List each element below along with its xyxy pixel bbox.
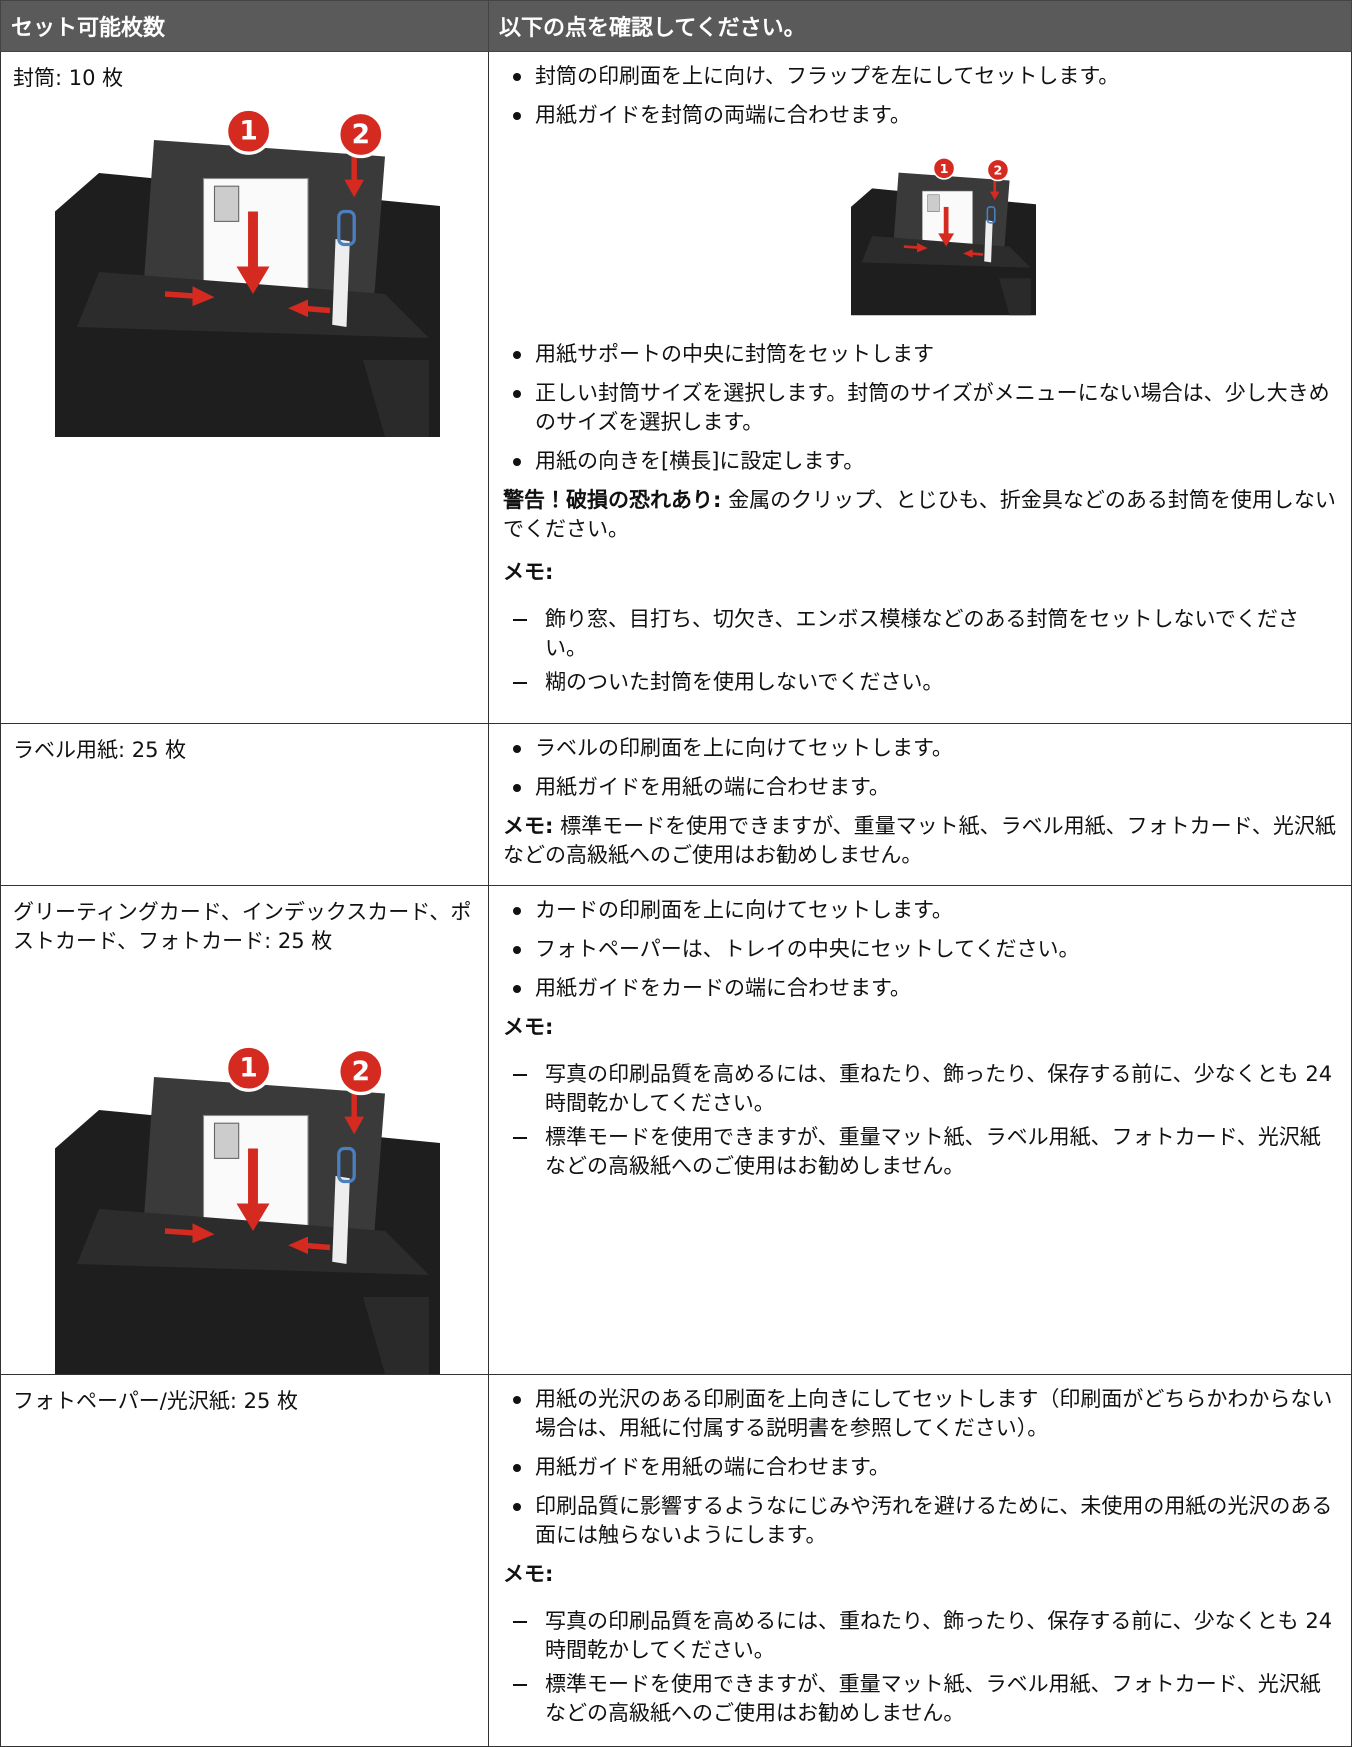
note-label: メモ:: [503, 1015, 554, 1039]
callout: 1: [239, 1053, 257, 1084]
note-label: メモ:: [503, 560, 554, 584]
cell: ラベル用紙: 25 枚: [0, 723, 489, 886]
note: メモ: 標準モードを使用できますが、重量マット紙、ラベル用紙、フォトカード、光沢…: [503, 812, 1337, 870]
bullet: カードの印刷面を上に向けてセットします。: [503, 896, 1337, 925]
callout: 1: [239, 116, 257, 147]
bullet: 用紙の光沢のある印刷面を上向きにしてセットします（印刷面がどちらかわからない場合…: [503, 1385, 1337, 1443]
note-item: 写真の印刷品質を高めるには、重ねたり、飾ったり、保存する前に、少なくとも 24 …: [503, 1060, 1337, 1118]
bullet: 用紙サポートの中央に封筒をセットします: [503, 340, 1337, 369]
callout: 2: [994, 162, 1003, 177]
note-item: 標準モードを使用できますが、重量マット紙、ラベル用紙、フォトカード、光沢紙などの…: [503, 1123, 1337, 1181]
bullet: 封筒の印刷面を上に向け、フラップを左にしてセットします。: [503, 62, 1337, 91]
cell: フォトペーパー/光沢紙: 25 枚: [0, 1374, 489, 1747]
label: グリーティングカード、インデックスカード、ポストカード、フォトカード: 25 枚: [13, 900, 472, 953]
row: グリーティングカード、インデックスカード、ポストカード、フォトカード: 25 枚…: [0, 885, 1352, 1375]
bullet: 用紙ガイドを用紙の端に合わせます。: [503, 773, 1337, 802]
bullet: ラベルの印刷面を上に向けてセットします。: [503, 734, 1337, 763]
cell: ラベルの印刷面を上に向けてセットします。 用紙ガイドを用紙の端に合わせます。 メ…: [488, 723, 1352, 886]
cell: 用紙の光沢のある印刷面を上向きにしてセットします（印刷面がどちらかわからない場合…: [488, 1374, 1352, 1747]
bullet: 用紙ガイドを封筒の両端に合わせます。: [503, 101, 1337, 130]
note-text: 標準モードを使用できますが、重量マット紙、ラベル用紙、フォトカード、光沢紙などの…: [503, 814, 1336, 867]
note-item: 標準モードを使用できますが、重量マット紙、ラベル用紙、フォトカード、光沢紙などの…: [503, 1670, 1337, 1728]
header-cell: セット可能枚数: [0, 0, 489, 52]
note-item: 飾り窓、目打ち、切欠き、エンボス模様などのある封筒をセットしないでください。: [503, 605, 1337, 663]
note-label: メモ:: [503, 814, 554, 838]
label: フォトペーパー/光沢紙: 25 枚: [13, 1389, 299, 1413]
warning: 警告！破損の恐れあり: 金属のクリップ、とじひも、折金具などのある封筒を使用しな…: [503, 486, 1337, 544]
figure: 1 2: [55, 1044, 440, 1374]
bullet: 用紙ガイドをカードの端に合わせます。: [503, 974, 1337, 1003]
bullet: フォトペーパーは、トレイの中央にセットしてください。: [503, 935, 1337, 964]
callout: 2: [352, 119, 370, 150]
bullet: 用紙の向きを[横長]に設定します。: [503, 447, 1337, 476]
cell: 封筒: 10 枚 1 2: [0, 51, 489, 724]
callout: 2: [352, 1056, 370, 1087]
warning-label: 警告！破損の恐れあり:: [503, 488, 722, 512]
label: ラベル用紙: 25 枚: [13, 738, 187, 762]
label: 封筒: 10 枚: [13, 66, 124, 90]
bullet: 正しい封筒サイズを選択します。封筒のサイズがメニューにない場合は、少し大きめのサ…: [503, 379, 1337, 437]
row: 封筒: 10 枚 1 2 封筒の印刷面を上に向け、フラップを左にしてセットします…: [0, 51, 1352, 724]
warning-text: 金属のクリップ、とじひも、折金具などのある封筒を使用しないでください。: [503, 488, 1336, 541]
row: フォトペーパー/光沢紙: 25 枚 用紙の光沢のある印刷面を上向きにしてセットし…: [0, 1374, 1352, 1747]
row: ラベル用紙: 25 枚 ラベルの印刷面を上に向けてセットします。 用紙ガイドを用…: [0, 723, 1352, 886]
header-row: セット可能枚数 以下の点を確認してください。: [0, 0, 1352, 52]
bullet: 用紙ガイドを用紙の端に合わせます。: [503, 1453, 1337, 1482]
cell: 封筒の印刷面を上に向け、フラップを左にしてセットします。 用紙ガイドを封筒の両端…: [488, 51, 1352, 724]
note-item: 糊のついた封筒を使用しないでください。: [503, 668, 1337, 697]
note-item: 写真の印刷品質を高めるには、重ねたり、飾ったり、保存する前に、少なくとも 24 …: [503, 1607, 1337, 1665]
bullet: 印刷品質に影響するようなにじみや汚れを避けるために、未使用の用紙の光沢のある面に…: [503, 1492, 1337, 1550]
cell: カードの印刷面を上に向けてセットします。 フォトペーパーは、トレイの中央にセット…: [488, 885, 1352, 1375]
note-label: メモ:: [503, 1562, 554, 1586]
header-cell: 以下の点を確認してください。: [488, 0, 1352, 52]
callout: 1: [940, 161, 949, 176]
figure: 1 2: [851, 150, 1036, 322]
cell: グリーティングカード、インデックスカード、ポストカード、フォトカード: 25 枚…: [0, 885, 489, 1375]
figure: 1 2: [55, 107, 440, 437]
